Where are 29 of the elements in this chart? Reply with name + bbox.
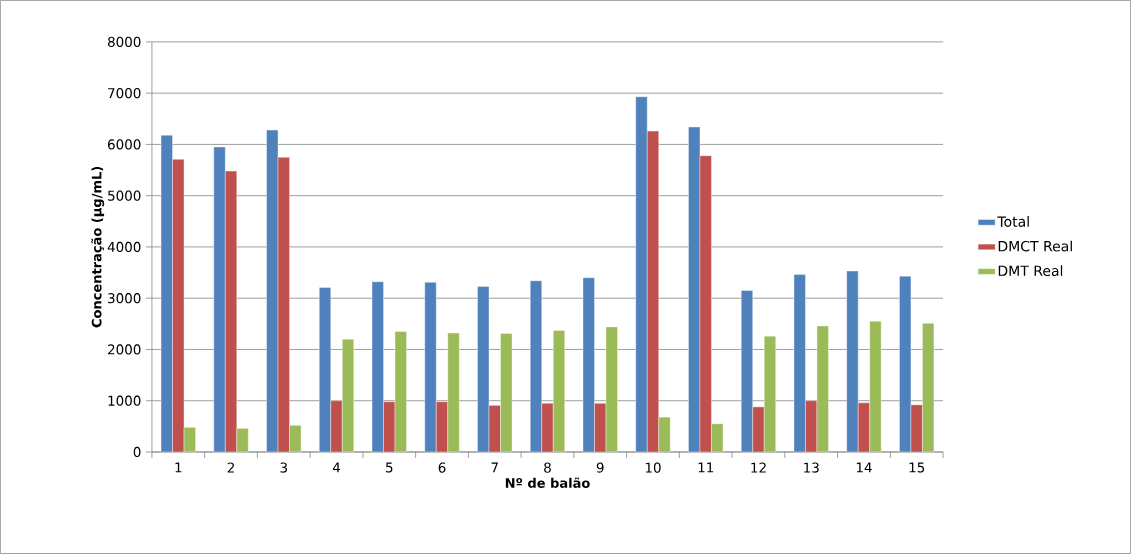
y-tick-label: 1000 <box>108 395 141 406</box>
x-tick-label: 10 <box>645 462 661 473</box>
legend-label: Total <box>997 216 1029 227</box>
x-tick-label: 12 <box>751 462 766 473</box>
y-tick-label: 3000 <box>108 293 141 304</box>
x-tick-label: 5 <box>386 462 393 473</box>
x-tick-label: 4 <box>332 462 341 473</box>
x-tick-label: 11 <box>698 462 714 473</box>
y-tick-label: 6000 <box>107 139 141 150</box>
y-axis-title: Concentração (µg/mL) <box>91 166 105 328</box>
x-tick-label: 1 <box>175 462 182 473</box>
x-axis-title: Nº de balão <box>505 477 590 488</box>
x-tick-label: 14 <box>856 462 872 473</box>
x-tick-label: 7 <box>491 462 498 473</box>
y-tick-label: 4000 <box>107 241 141 253</box>
x-tick-label: 9 <box>596 462 604 473</box>
x-tick-label: 8 <box>544 462 551 473</box>
y-tick-label: 5000 <box>108 190 141 201</box>
legend-label: DMCT Real <box>998 240 1072 252</box>
x-tick-label: 13 <box>804 462 819 473</box>
legend-label: DMT Real <box>998 265 1063 277</box>
y-tick-label: 0 <box>133 446 141 458</box>
x-tick-label: 6 <box>438 462 446 473</box>
x-tick-label: 3 <box>280 462 288 473</box>
y-tick-label: 7000 <box>108 88 141 99</box>
y-tick-label: 2000 <box>108 344 141 355</box>
x-tick-label: 2 <box>227 462 234 473</box>
y-tick-label: 8000 <box>107 36 141 48</box>
x-tick-label: 15 <box>909 462 925 473</box>
